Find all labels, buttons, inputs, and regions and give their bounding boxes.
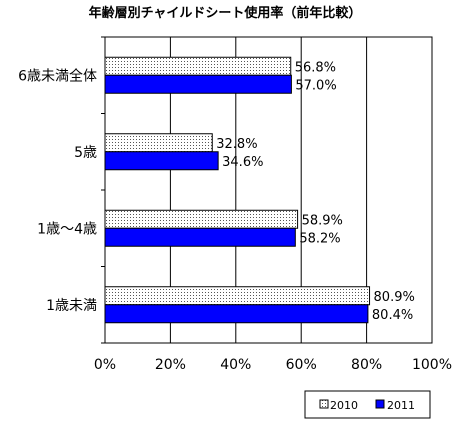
- bar-2010-0: [104, 56, 292, 76]
- x-tick-label-60: 60%: [286, 357, 317, 373]
- chart-title: 年齢層別チャイルドシート使用率（前年比較）: [89, 5, 362, 21]
- data-label-2010-0: 56.8%: [295, 60, 336, 75]
- legend-swatch-2010: [319, 399, 329, 409]
- data-label-2011-2: 58.2%: [299, 231, 340, 246]
- bar-2010-3: [104, 286, 371, 306]
- x-tick-label-100: 100%: [412, 357, 452, 373]
- x-tick-label-80: 80%: [351, 357, 382, 373]
- legend: 2010 2011: [304, 390, 431, 419]
- data-label-2010-2: 58.9%: [302, 213, 343, 228]
- x-tick-label-40: 40%: [220, 357, 251, 373]
- bar-2011-0: [104, 74, 292, 94]
- category-label-0: 6歳未満全体: [18, 67, 97, 84]
- legend-swatch-2011: [375, 399, 385, 409]
- data-label-2011-1: 34.6%: [222, 155, 263, 170]
- x-tick-label-0: 0%: [94, 357, 116, 373]
- legend-label-2011: 2011: [387, 399, 415, 412]
- category-label-1: 5歳: [74, 145, 97, 161]
- x-tick-label-20: 20%: [155, 357, 186, 373]
- bar-2010-2: [104, 209, 299, 229]
- bar-2011-2: [104, 227, 296, 247]
- bar-2011-1: [104, 151, 219, 171]
- bar-2011-3: [104, 304, 369, 324]
- data-label-2010-1: 32.8%: [216, 137, 257, 152]
- data-label-2010-3: 80.9%: [374, 290, 415, 305]
- category-label-3: 1歳未満: [46, 298, 97, 314]
- data-label-2011-3: 80.4%: [372, 308, 413, 323]
- bar-2010-1: [104, 133, 213, 153]
- category-label-2: 1歳～4歳: [37, 221, 97, 237]
- legend-label-2010: 2010: [330, 399, 358, 412]
- plot-area: 6歳未満全体 56.8% 57.0% 5歳 32.8% 34.6% 1歳～4歳 58.9% 58…: [18, 36, 452, 373]
- data-label-2011-0: 57.0%: [295, 78, 336, 93]
